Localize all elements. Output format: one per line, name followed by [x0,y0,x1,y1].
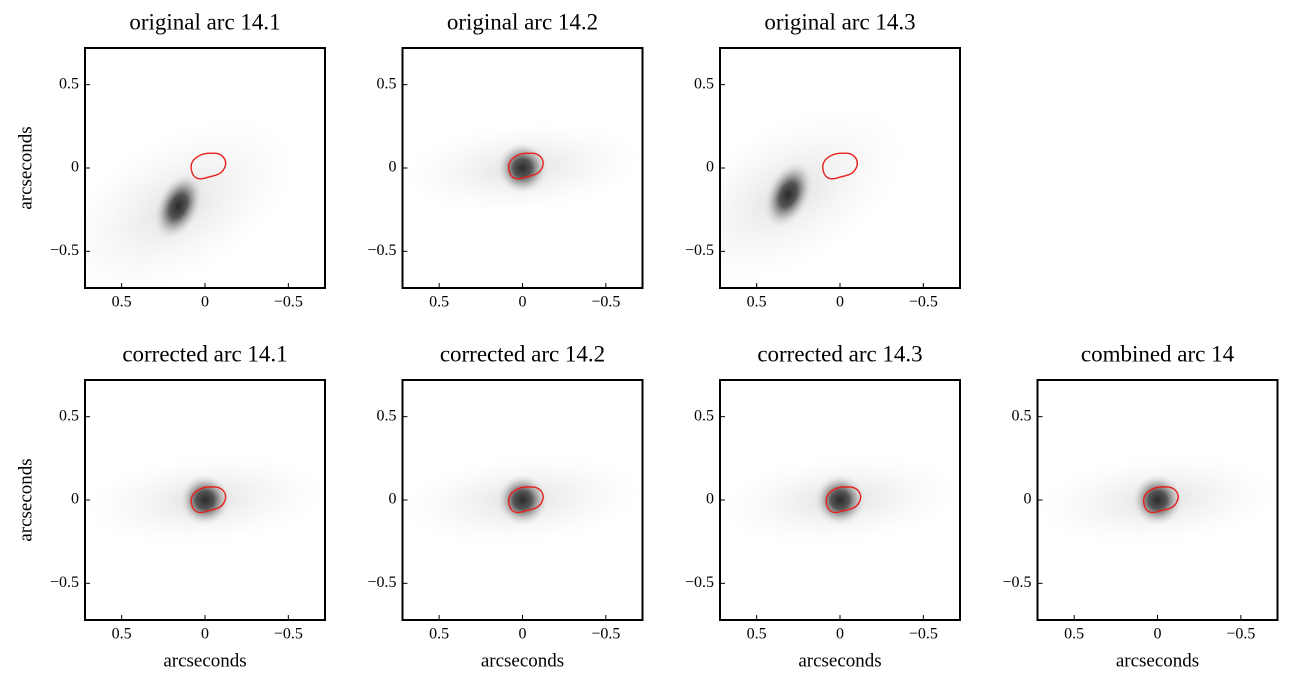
x-tick-label: 0 [201,294,209,311]
image [85,453,325,547]
x-tick-label: 0 [201,626,209,643]
panel: corrected arc 14.2 0.5 0 −0.5 −0.5 0 0.5 arcsec… [367,341,644,671]
x-axis-label: arcseconds [163,650,246,671]
x-tick-label: −0.5 [909,294,938,311]
y-tick-label: 0.5 [1012,407,1032,424]
y-tick-label: −0.5 [1002,574,1031,591]
y-tick-label: 0.5 [694,75,714,92]
image [402,121,643,215]
y-tick-label: 0.5 [377,407,397,424]
panel: original arc 14.3 0.5 0 −0.5 −0.5 0 0.5 [685,9,961,311]
contour [1143,486,1179,514]
x-tick-label: 0.5 [1064,626,1084,643]
panel-title: corrected arc 14.3 [757,341,922,366]
y-tick-label: 0 [1024,491,1032,508]
panel-title: corrected arc 14.2 [440,341,605,366]
y-axis-label: arcseconds [15,126,36,209]
x-tick-label: −0.5 [1226,626,1255,643]
y-tick-label: 0.5 [59,407,79,424]
panel-title: original arc 14.2 [447,9,598,34]
x-tick-label: 0.5 [429,294,449,311]
source [153,172,204,241]
y-tick-label: −0.5 [50,242,79,259]
panel: original arc 14.2 0.5 0 −0.5 −0.5 0 0.5 [367,9,644,311]
source [179,474,231,526]
x-tick-label: 0.5 [112,294,132,311]
panel: original arc 14.1 0.5 0 −0.5 −0.5 0 0.5 arcseco… [15,9,326,311]
x-tick-label: −0.5 [274,294,303,311]
x-tick-label: −0.5 [274,626,303,643]
panel-title: combined arc 14 [1081,341,1235,366]
y-tick-label: −0.5 [685,242,714,259]
contour [508,152,544,180]
x-tick-label: −0.5 [591,294,620,311]
panel: corrected arc 14.3 0.5 0 −0.5 −0.5 0 0.5 arcsec… [685,341,961,671]
panel-title: original arc 14.1 [129,9,280,34]
x-tick-label: 0 [836,294,844,311]
x-tick-label: 0 [836,626,844,643]
y-tick-label: −0.5 [50,574,79,591]
contour [190,152,227,180]
image [720,105,907,284]
source [814,474,866,526]
x-axis-label: arcseconds [1116,650,1199,671]
y-tick-label: 0 [71,159,79,176]
panel-title: corrected arc 14.1 [122,341,287,366]
source [763,160,814,229]
source [496,474,549,526]
x-tick-label: 0.5 [747,626,767,643]
x-tick-label: 0.5 [747,294,767,311]
y-tick-label: −0.5 [367,242,396,259]
y-tick-label: 0.5 [377,75,397,92]
source [1131,474,1184,526]
x-tick-label: 0.5 [112,626,132,643]
contour [508,486,544,514]
y-tick-label: 0.5 [694,407,714,424]
y-tick-label: −0.5 [367,574,396,591]
x-tick-label: 0.5 [429,626,449,643]
contour [190,486,227,514]
contour [825,486,862,514]
y-tick-label: −0.5 [685,574,714,591]
y-axis-label: arcseconds [15,458,36,541]
image [85,117,297,288]
x-axis-label: arcseconds [798,650,881,671]
y-tick-label: 0 [389,491,397,508]
x-tick-label: −0.5 [909,626,938,643]
x-tick-label: 0 [519,294,527,311]
x-axis-label: arcseconds [481,650,564,671]
y-tick-label: 0 [706,159,714,176]
panel: corrected arc 14.1 0.5 0 −0.5 −0.5 0 0.5 arcsec… [15,341,326,671]
x-tick-label: −0.5 [591,626,620,643]
y-tick-label: 0 [389,159,397,176]
panel-title: original arc 14.3 [764,9,915,34]
image [1037,453,1278,547]
panel: combined arc 14 0.5 0 −0.5 −0.5 0 0.5 arcsecond… [1002,341,1279,671]
image [720,453,960,547]
source [496,142,549,194]
x-tick-label: 0 [1154,626,1162,643]
y-tick-label: 0.5 [59,75,79,92]
x-tick-label: 0 [519,626,527,643]
image [402,453,643,547]
y-tick-label: 0 [706,491,714,508]
y-tick-label: 0 [71,491,79,508]
contour [822,152,858,180]
